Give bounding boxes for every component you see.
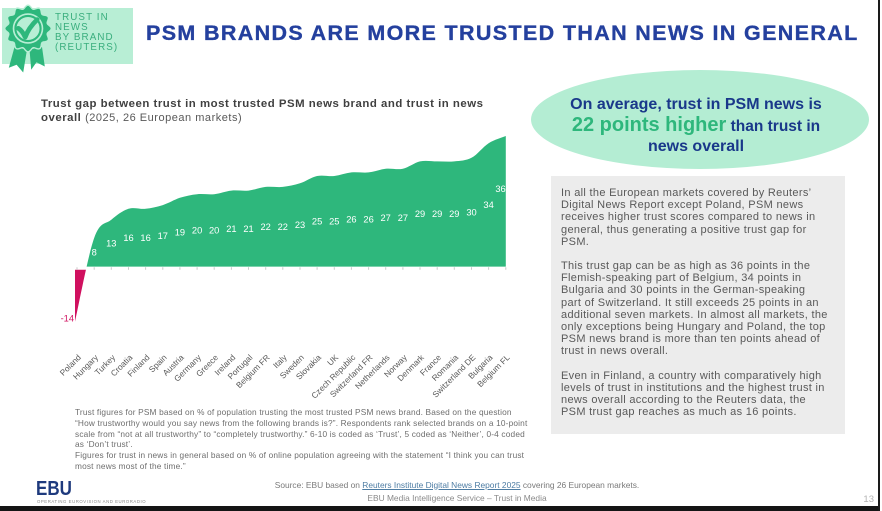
svg-text:13: 13 xyxy=(106,238,116,248)
svg-text:29: 29 xyxy=(449,209,459,219)
svg-text:23: 23 xyxy=(295,220,305,230)
svg-text:16: 16 xyxy=(140,233,150,243)
svg-text:8: 8 xyxy=(92,247,97,257)
svg-text:20: 20 xyxy=(209,226,219,236)
svg-text:22: 22 xyxy=(278,222,288,232)
svg-text:34: 34 xyxy=(483,200,493,210)
svg-text:21: 21 xyxy=(226,224,236,234)
svg-text:25: 25 xyxy=(329,217,339,227)
svg-text:36: 36 xyxy=(495,184,505,194)
svg-text:26: 26 xyxy=(363,215,373,225)
svg-text:16: 16 xyxy=(123,233,133,243)
svg-text:21: 21 xyxy=(243,224,253,234)
svg-text:20: 20 xyxy=(192,226,202,236)
svg-text:26: 26 xyxy=(346,215,356,225)
svg-text:17: 17 xyxy=(158,231,168,241)
svg-text:19: 19 xyxy=(175,227,185,237)
svg-text:29: 29 xyxy=(415,209,425,219)
svg-text:25: 25 xyxy=(312,217,322,227)
svg-text:22: 22 xyxy=(261,222,271,232)
svg-text:27: 27 xyxy=(398,213,408,223)
svg-text:27: 27 xyxy=(381,213,391,223)
svg-text:30: 30 xyxy=(466,207,476,217)
svg-text:29: 29 xyxy=(432,209,442,219)
svg-text:-14: -14 xyxy=(61,314,74,324)
